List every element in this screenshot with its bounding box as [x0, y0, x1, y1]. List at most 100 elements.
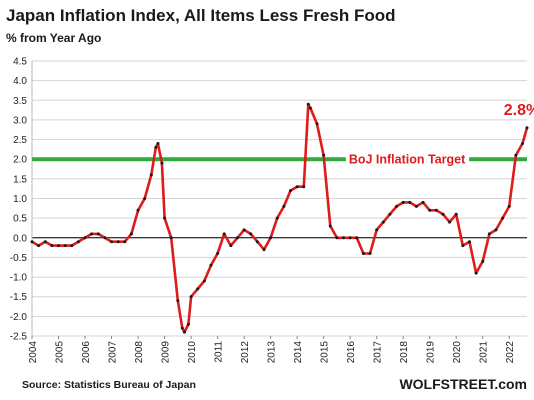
data-point: [395, 204, 399, 208]
y-tick-label: 1.0: [13, 194, 27, 205]
y-tick-label: -0.5: [10, 253, 28, 264]
data-point: [421, 200, 425, 204]
data-point: [302, 185, 306, 189]
x-tick-label: 2016: [346, 341, 357, 364]
y-tick-label: -2.5: [10, 332, 28, 343]
data-point: [322, 153, 326, 157]
target-layer: BoJ Inflation Target: [32, 152, 527, 167]
data-point: [43, 240, 47, 244]
data-point: [169, 236, 173, 240]
data-point: [202, 279, 206, 283]
data-point: [434, 208, 438, 212]
data-point: [229, 244, 233, 248]
data-point: [295, 185, 299, 189]
label-layer: 2.8%: [504, 102, 534, 119]
data-point: [70, 244, 74, 248]
y-tick-label: 0.5: [13, 214, 27, 225]
x-tick-label: 2007: [108, 341, 119, 364]
data-point: [494, 228, 498, 232]
x-tick-label: 2020: [452, 341, 463, 364]
data-point: [116, 240, 120, 244]
data-point: [163, 216, 167, 220]
data-point: [481, 259, 485, 263]
data-point: [255, 240, 259, 244]
data-point: [428, 208, 432, 212]
data-point: [401, 200, 405, 204]
x-tick-label: 2018: [399, 341, 410, 364]
chart-subtitle: % from Year Ago: [6, 31, 101, 45]
data-point: [136, 208, 140, 212]
data-point: [37, 244, 41, 248]
data-point: [180, 326, 184, 330]
data-point: [182, 330, 186, 334]
x-tick-label: 2011: [214, 341, 225, 363]
x-tick-label: 2017: [373, 341, 384, 364]
data-point: [63, 244, 67, 248]
data-point: [454, 212, 458, 216]
data-point: [209, 263, 213, 267]
y-tick-label: 0.0: [13, 233, 27, 244]
data-point: [269, 236, 273, 240]
data-point: [149, 173, 153, 177]
y-tick-label: 4.0: [13, 76, 27, 87]
data-point: [216, 252, 220, 255]
data-point: [282, 204, 286, 208]
data-point: [520, 142, 524, 145]
data-point: [222, 232, 226, 236]
data-point: [467, 240, 471, 244]
y-axis-ticks: 4.5 4.0 3.5 3.0 2.5 2.0 1.5 1.0 0.5 0.0 -0.5 -1.0 -1…: [10, 57, 28, 343]
x-axis-ticks: 2004 2005 2006 2007 2008 2009 2010 2011 2012 2013…: [28, 336, 516, 363]
data-point: [328, 224, 332, 228]
x-tick-label: 2014: [293, 341, 304, 364]
data-point: [507, 204, 511, 208]
data-point: [315, 122, 319, 126]
y-tick-label: 4.5: [13, 57, 27, 68]
data-point: [514, 153, 518, 157]
x-tick-label: 2008: [134, 341, 145, 364]
data-point: [123, 240, 127, 244]
data-point: [96, 232, 100, 236]
last-value-label: 2.8%: [504, 102, 534, 119]
data-point: [441, 212, 445, 216]
data-point: [381, 220, 385, 224]
data-point: [448, 220, 452, 224]
x-tick-label: 2012: [240, 341, 251, 364]
chart-title: Japan Inflation Index, All Items Less Fr…: [6, 6, 396, 25]
x-tick-label: 2006: [81, 341, 92, 364]
data-point: [368, 252, 372, 255]
x-tick-label: 2021: [479, 341, 490, 364]
data-point: [176, 299, 180, 303]
data-point: [196, 287, 200, 291]
data-point: [30, 240, 34, 244]
data-point: [143, 197, 147, 200]
data-point: [461, 244, 465, 248]
y-tick-label: 2.0: [13, 155, 27, 166]
data-point: [186, 322, 190, 326]
data-point: [335, 236, 339, 240]
data-point: [408, 200, 412, 204]
data-point: [275, 216, 279, 220]
data-point: [262, 248, 266, 252]
data-point: [342, 236, 346, 240]
data-point: [50, 244, 54, 248]
data-point: [308, 106, 312, 110]
data-point: [129, 232, 133, 236]
data-point: [348, 236, 352, 240]
target-label-bg: [345, 152, 470, 167]
x-tick-label: 2013: [267, 341, 278, 364]
data-point: [355, 236, 359, 240]
data-point: [83, 236, 87, 240]
x-tick-label: 2015: [320, 341, 331, 364]
target-label: BoJ Inflation Target: [349, 153, 466, 167]
data-point: [501, 216, 505, 220]
data-point: [474, 271, 478, 275]
data-point: [103, 236, 107, 240]
series-layer: [30, 102, 529, 334]
x-tick-label: 2022: [505, 341, 516, 364]
data-point: [289, 189, 293, 193]
data-point: [375, 228, 379, 232]
data-point: [189, 295, 193, 299]
y-tick-label: 1.5: [13, 174, 27, 185]
data-point: [242, 228, 246, 232]
